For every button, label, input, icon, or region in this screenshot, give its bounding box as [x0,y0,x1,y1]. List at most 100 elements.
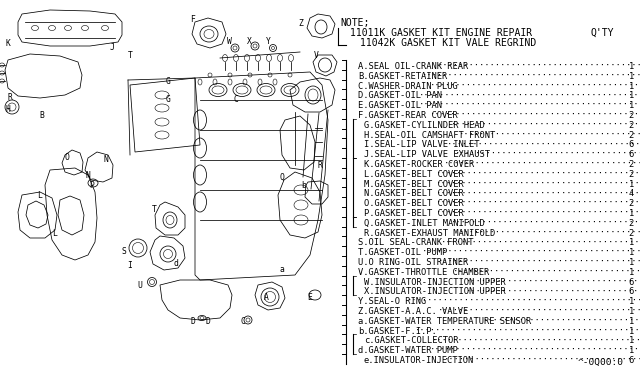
Text: 6: 6 [628,140,634,150]
Text: 1: 1 [628,72,634,81]
Text: I.SEAL-LIP VALVE INLET: I.SEAL-LIP VALVE INLET [364,140,479,150]
Text: F.GASKET-REAR COVER: F.GASKET-REAR COVER [358,111,458,120]
Text: ·························································: ········································… [436,199,640,208]
Text: Z: Z [299,19,303,29]
Text: G: G [166,77,170,87]
Text: ·······························································: ········································… [419,92,640,100]
Text: 1: 1 [628,327,634,336]
Text: d.GASKET-WATER PUMP: d.GASKET-WATER PUMP [358,346,458,355]
Text: Q: Q [280,173,284,182]
Text: 1: 1 [628,62,634,71]
Text: B: B [40,112,44,121]
Text: c.GASKET-COLLECTOR: c.GASKET-COLLECTOR [364,336,458,345]
Text: ···························································: ········································… [432,336,640,345]
Text: 1: 1 [628,101,634,110]
Text: W: W [227,38,232,46]
Text: ····················································: ········································… [452,268,640,277]
Text: NOTE;: NOTE; [340,18,369,28]
Text: 1: 1 [628,258,634,267]
Text: U: U [138,280,143,289]
Text: C: C [234,96,239,105]
Text: J.SEAL-LIP VALVE EXHAUST: J.SEAL-LIP VALVE EXHAUST [364,150,490,159]
Text: G: G [166,96,170,105]
Text: d: d [173,260,179,269]
Text: 2: 2 [628,160,634,169]
Text: 1: 1 [628,81,634,91]
Text: E.GASKET-OIL PAN: E.GASKET-OIL PAN [358,101,442,110]
Text: 1: 1 [628,180,634,189]
Text: G.GASKET-CYLILNDER HEAD: G.GASKET-CYLILNDER HEAD [364,121,484,130]
Text: 2: 2 [628,199,634,208]
Text: 1: 1 [628,248,634,257]
Text: 1: 1 [628,297,634,306]
Text: H: H [6,106,10,115]
Text: J: J [109,44,115,52]
Text: ···························································: ········································… [430,81,640,91]
Text: ····················································: ········································… [455,150,640,159]
Text: 6: 6 [628,278,634,286]
Text: 1: 1 [628,346,634,355]
Text: b.GASKET-F.I.P.: b.GASKET-F.I.P. [358,327,436,336]
Text: V: V [314,51,319,60]
Text: 1: 1 [628,317,634,326]
Text: C.WASHER-DRAIN PLUG: C.WASHER-DRAIN PLUG [358,81,458,91]
Text: K: K [6,38,10,48]
Text: N: N [86,170,90,180]
Text: T: T [127,51,132,60]
Text: ·························································: ········································… [436,170,640,179]
Text: P: P [90,182,95,190]
Text: ······················································: ········································… [447,140,640,150]
Text: S.OIL SEAL-CRANK FRONT: S.OIL SEAL-CRANK FRONT [358,238,474,247]
Text: U.O RING-OIL STRAINER: U.O RING-OIL STRAINER [358,258,468,267]
Text: A.SEAL OIL-CRANK REAR: A.SEAL OIL-CRANK REAR [358,62,468,71]
Text: ·························································: ········································… [436,180,640,189]
Text: T: T [152,205,156,215]
Text: 6: 6 [628,356,634,365]
Text: V.GASKET-THROTTLE CHAMBER: V.GASKET-THROTTLE CHAMBER [358,268,489,277]
Text: W.INSULATOR-INJECTION UPPER: W.INSULATOR-INJECTION UPPER [364,278,506,286]
Text: ·························································: ········································… [437,307,640,316]
Text: A: A [264,294,268,302]
Text: E: E [308,294,312,302]
Text: 2: 2 [628,219,634,228]
Text: 2: 2 [628,170,634,179]
Text: 2: 2 [628,131,634,140]
Text: L: L [52,230,58,238]
Text: 11042K GASKET KIT VALE REGRIND: 11042K GASKET KIT VALE REGRIND [360,38,536,48]
Text: X.INSULATOR-INJECTION UPPER: X.INSULATOR-INJECTION UPPER [364,288,506,296]
Text: ·····················································: ········································… [451,121,640,130]
Text: P.GASKET-BELT COVER: P.GASKET-BELT COVER [364,209,464,218]
Text: ···························································: ········································… [430,111,640,120]
Text: ·························································: ········································… [436,209,640,218]
Text: 2: 2 [628,111,634,120]
Text: ··································································: ········································… [407,297,640,306]
Text: ················································: ········································… [466,288,640,296]
Text: 11011K GASKET KIT ENGINE REPAIR: 11011K GASKET KIT ENGINE REPAIR [350,28,532,38]
Text: a: a [280,266,284,275]
Text: ················································: ········································… [466,278,640,286]
Text: 1: 1 [628,238,634,247]
Text: Y.SEAL-O RING: Y.SEAL-O RING [358,297,426,306]
Text: N.GASKET-BELT COVER: N.GASKET-BELT COVER [364,189,464,198]
Text: H.SEAL-OIL CAMSHAFT FRONT: H.SEAL-OIL CAMSHAFT FRONT [364,131,495,140]
Text: ································································: ········································… [415,327,640,336]
Text: X: X [246,38,252,46]
Text: ······························································: ········································… [422,72,640,81]
Text: R.GASKET-EXHAUST MANIFOLD: R.GASKET-EXHAUST MANIFOLD [364,229,495,238]
Text: C: C [241,317,245,327]
Text: ·····················································: ········································… [451,219,640,228]
Text: 1: 1 [628,209,634,218]
Text: ························································: ········································… [441,238,640,247]
Text: D.GASKET-OIL PAN: D.GASKET-OIL PAN [358,92,442,100]
Text: O.GASKET-BELT COVER: O.GASKET-BELT COVER [364,199,464,208]
Text: ·······························································: ········································… [419,101,640,110]
Text: B.GASKET-RETAINER: B.GASKET-RETAINER [358,72,447,81]
Text: L: L [38,192,42,201]
Text: ··················································: ········································… [458,131,640,140]
Text: D: D [205,317,211,327]
Text: D: D [191,317,195,327]
Text: F: F [191,16,195,25]
Text: Q'TY: Q'TY [591,28,614,38]
Text: ··················································: ········································… [458,229,640,238]
Text: R: R [317,160,323,170]
